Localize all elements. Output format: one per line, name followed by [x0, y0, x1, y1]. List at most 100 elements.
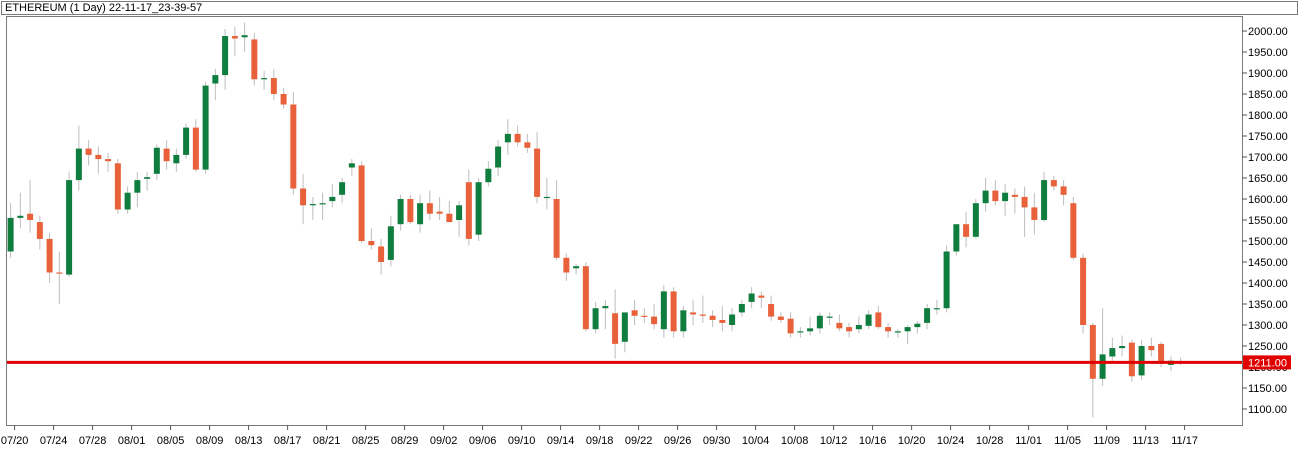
candle — [504, 119, 511, 155]
candle — [553, 180, 560, 260]
candle-body-up — [173, 154, 180, 164]
candle-body-up — [1138, 346, 1145, 376]
candle — [943, 245, 950, 313]
candle — [660, 285, 667, 338]
candle — [963, 211, 970, 248]
candle-body-up — [504, 133, 511, 143]
candle-body-down — [290, 104, 297, 189]
candle-body-up — [475, 182, 482, 235]
x-tick-label: 11/09 — [1093, 435, 1120, 447]
candle-body-up — [894, 331, 901, 333]
candle-body-up — [797, 331, 804, 333]
y-tick-label: 1750.00 — [1248, 131, 1288, 143]
candle-body-down — [358, 165, 365, 241]
x-tick-label: 08/29 — [391, 435, 419, 447]
candle-body-up — [319, 203, 326, 205]
candle-body-down — [300, 188, 307, 206]
candle-body-down — [777, 316, 784, 320]
candle — [1060, 180, 1067, 206]
candle-body-up — [924, 308, 931, 323]
candle — [914, 320, 921, 334]
chart-title-bar: ETHEREUM (1 Day) 22-11-17_23-39-57 — [1, 1, 1298, 15]
candle-body-down — [670, 291, 677, 332]
y-tick-label: 1300.00 — [1248, 320, 1288, 332]
candle-body-up — [573, 266, 580, 269]
candle — [173, 148, 180, 172]
candle — [1041, 171, 1048, 223]
candle-body-down — [56, 272, 63, 274]
x-tick-label: 08/09 — [196, 435, 224, 447]
candle — [17, 192, 24, 229]
y-tick-label: 1250.00 — [1248, 341, 1288, 353]
candle-body-up — [738, 304, 745, 313]
candle — [1109, 337, 1116, 361]
candle-body-up — [17, 215, 24, 218]
candle-body-down — [563, 257, 570, 273]
candle-body-up — [495, 146, 502, 168]
candle-body-up — [972, 203, 979, 237]
x-tick-label: 09/22 — [625, 435, 653, 447]
candle-body-up — [202, 85, 209, 170]
candle-body-down — [963, 224, 970, 237]
candle-body-down — [1050, 180, 1057, 187]
candle-body-up — [485, 168, 492, 183]
candle-body-up — [660, 291, 667, 330]
candle-body-down — [407, 199, 414, 223]
candle — [446, 201, 453, 223]
candle — [202, 81, 209, 174]
candle — [368, 228, 375, 250]
x-tick-label: 10/04 — [742, 435, 770, 447]
y-tick-label: 1400.00 — [1248, 278, 1288, 290]
candle — [865, 310, 872, 330]
candle — [1148, 337, 1155, 357]
candle-body-up — [748, 293, 755, 302]
candle — [690, 299, 697, 325]
candle — [270, 68, 277, 101]
candle-body-up — [397, 199, 404, 225]
candle — [192, 119, 199, 172]
x-tick-label: 10/12 — [820, 435, 848, 447]
candle-body-up — [75, 148, 82, 181]
x-tick-label: 08/17 — [274, 435, 302, 447]
candle-body-up — [816, 315, 823, 329]
x-tick-label: 07/24 — [40, 435, 68, 447]
candle — [407, 194, 414, 225]
candle — [738, 299, 745, 317]
candle — [66, 171, 73, 277]
y-tick-label: 1850.00 — [1248, 89, 1288, 101]
candle-body-down — [465, 182, 472, 239]
candle — [972, 199, 979, 239]
candle — [1002, 184, 1009, 216]
candle — [36, 215, 43, 250]
y-tick-label: 1450.00 — [1248, 257, 1288, 269]
candle-body-down — [885, 327, 892, 332]
candle-body-down — [1128, 342, 1135, 377]
candle-body-down — [36, 222, 43, 239]
candle — [290, 91, 297, 195]
candle — [729, 308, 736, 332]
candle-body-up — [914, 323, 921, 328]
candle — [319, 192, 326, 220]
x-tick-label: 10/24 — [937, 435, 965, 447]
candle-body-down — [114, 163, 121, 210]
candle-body-down — [46, 238, 53, 273]
candle-body-up — [1119, 346, 1126, 349]
candle-body-up — [729, 314, 736, 325]
candle-body-down — [446, 213, 453, 223]
candle — [982, 178, 989, 212]
candle — [816, 312, 823, 334]
x-tick-label: 11/01 — [1015, 435, 1042, 447]
x-tick-label: 11/13 — [1132, 435, 1159, 447]
candle — [134, 171, 141, 208]
candle-body-down — [105, 159, 112, 162]
candle-body-down — [1080, 257, 1087, 325]
candle-body-up — [261, 78, 268, 80]
candle — [1021, 186, 1028, 237]
candle-body-up — [124, 192, 131, 210]
candle — [924, 304, 931, 330]
candle-body-up — [339, 182, 346, 195]
x-tick-label: 10/16 — [859, 435, 887, 447]
candle — [231, 26, 238, 57]
y-tick-label: 1100.00 — [1248, 404, 1287, 416]
